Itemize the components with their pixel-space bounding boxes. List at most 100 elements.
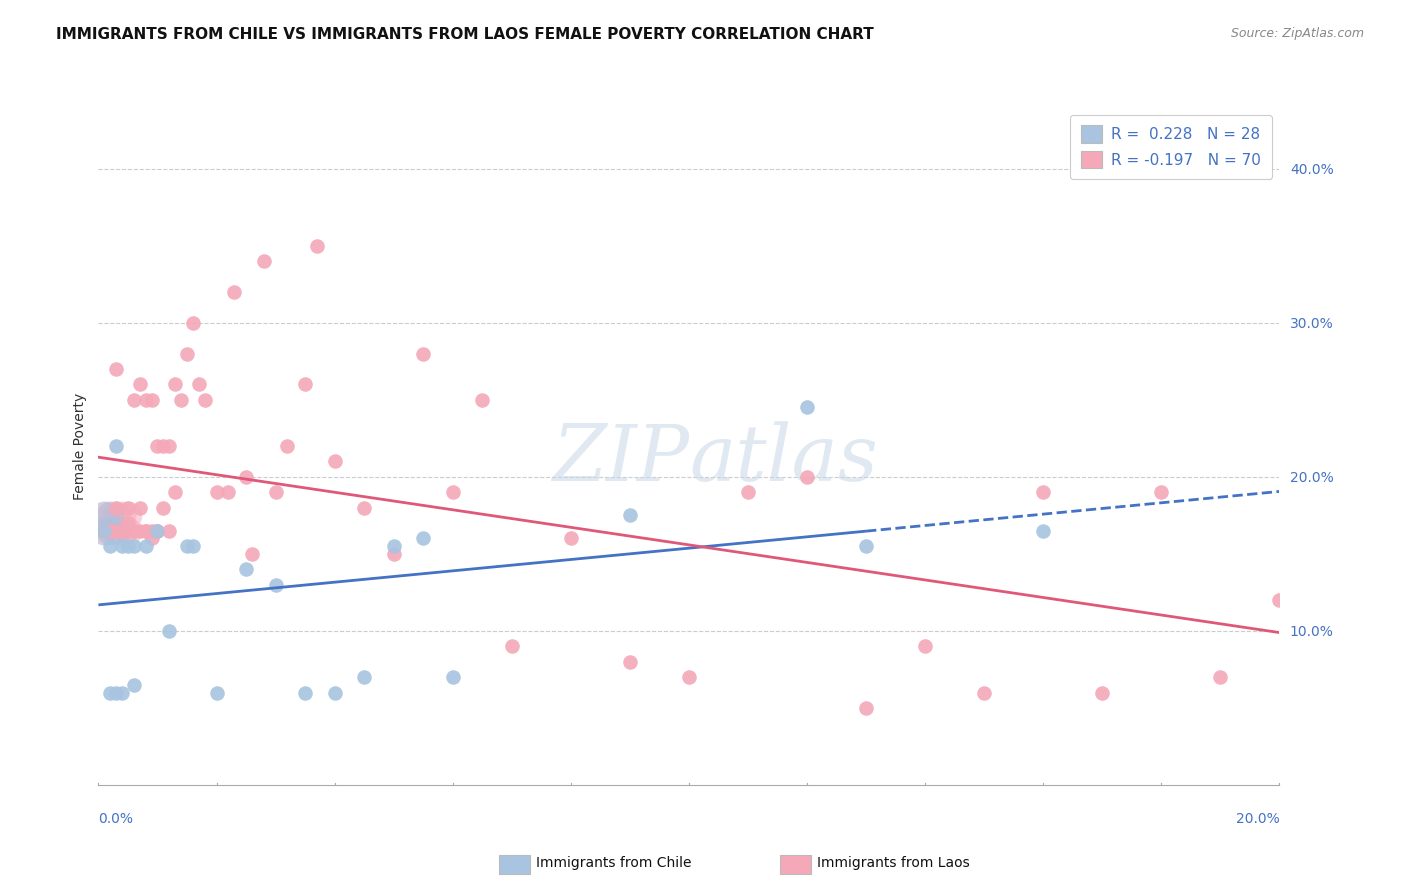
Point (176, 539, 198, 553)
Point (93, 524, 115, 538)
Point (181, 539, 204, 553)
Point (146, 524, 169, 538)
Point (323, 685, 346, 699)
Point (98, 524, 121, 538)
Text: Immigrants from Chile: Immigrants from Chile (536, 856, 692, 871)
Y-axis label: Female Poverty: Female Poverty (73, 392, 87, 500)
Point (619, 655, 641, 669)
Point (105, 508, 128, 523)
Point (146, 524, 169, 538)
Point (264, 485, 287, 500)
Point (128, 524, 150, 538)
Point (205, 485, 228, 500)
Point (1209, 670, 1232, 684)
Point (98, 539, 121, 553)
Point (122, 539, 145, 553)
Point (128, 377, 150, 392)
Point (98, 685, 121, 699)
Point (914, 640, 936, 654)
Point (1150, 485, 1173, 500)
Point (135, 539, 157, 553)
Point (122, 678, 145, 692)
Point (93, 508, 115, 523)
Point (117, 508, 139, 523)
Point (441, 485, 464, 500)
Point (105, 524, 128, 538)
Point (117, 516, 139, 530)
Legend: R =  0.228   N = 28, R = -0.197   N = 70: R = 0.228 N = 28, R = -0.197 N = 70 (1070, 115, 1272, 179)
Point (253, 254, 276, 268)
Point (111, 685, 134, 699)
Text: 20.0%: 20.0% (1236, 812, 1279, 826)
Point (146, 439, 169, 453)
Point (122, 524, 145, 538)
Point (98, 508, 121, 523)
Point (294, 685, 316, 699)
Point (353, 500, 375, 515)
Point (1091, 685, 1114, 699)
Point (412, 346, 434, 360)
Point (128, 500, 150, 515)
Point (117, 524, 139, 538)
Point (240, 547, 263, 561)
Point (98, 524, 121, 538)
Point (93, 524, 115, 538)
Point (471, 392, 494, 407)
Text: atlas: atlas (689, 421, 877, 498)
Point (1032, 485, 1054, 500)
Text: ZIP: ZIP (551, 421, 689, 498)
Point (117, 500, 139, 515)
Point (1032, 524, 1054, 538)
Point (111, 524, 134, 538)
Point (224, 285, 246, 299)
Point (117, 539, 139, 553)
Point (105, 500, 128, 515)
Point (122, 524, 145, 538)
Point (170, 392, 193, 407)
Point (796, 470, 818, 484)
Text: Immigrants from Laos: Immigrants from Laos (817, 856, 970, 871)
Point (93, 524, 115, 538)
Point (93, 524, 115, 538)
Point (141, 532, 163, 546)
Point (111, 524, 134, 538)
Text: 0.0%: 0.0% (98, 812, 134, 826)
Point (152, 500, 174, 515)
Point (93, 508, 115, 523)
Point (176, 346, 198, 360)
Text: Source: ZipAtlas.com: Source: ZipAtlas.com (1230, 27, 1364, 40)
Point (117, 524, 139, 538)
Point (105, 524, 128, 538)
Point (111, 524, 134, 538)
Point (855, 701, 877, 715)
Text: IMMIGRANTS FROM CHILE VS IMMIGRANTS FROM LAOS FEMALE POVERTY CORRELATION CHART: IMMIGRANTS FROM CHILE VS IMMIGRANTS FROM… (56, 27, 875, 42)
Point (294, 377, 316, 392)
Point (165, 377, 187, 392)
Point (165, 485, 187, 500)
Point (105, 362, 128, 376)
Point (678, 670, 700, 684)
Point (323, 454, 346, 468)
Point (111, 524, 134, 538)
Point (157, 439, 180, 453)
Point (98, 524, 121, 538)
Point (141, 392, 163, 407)
Point (187, 377, 209, 392)
Point (276, 439, 298, 453)
Point (217, 485, 239, 500)
Point (105, 524, 128, 538)
Point (235, 470, 257, 484)
Point (98, 524, 121, 538)
Point (135, 392, 157, 407)
Point (441, 670, 464, 684)
Point (382, 547, 405, 561)
Point (105, 439, 128, 453)
Point (152, 439, 174, 453)
Point (135, 524, 157, 538)
Point (353, 670, 375, 684)
Point (122, 392, 145, 407)
Point (264, 577, 287, 591)
Point (737, 485, 759, 500)
Point (135, 524, 157, 538)
Point (973, 685, 995, 699)
